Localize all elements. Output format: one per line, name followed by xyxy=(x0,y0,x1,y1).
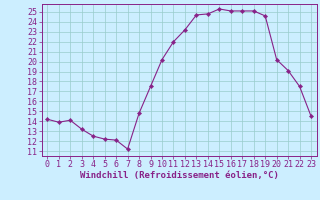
X-axis label: Windchill (Refroidissement éolien,°C): Windchill (Refroidissement éolien,°C) xyxy=(80,171,279,180)
